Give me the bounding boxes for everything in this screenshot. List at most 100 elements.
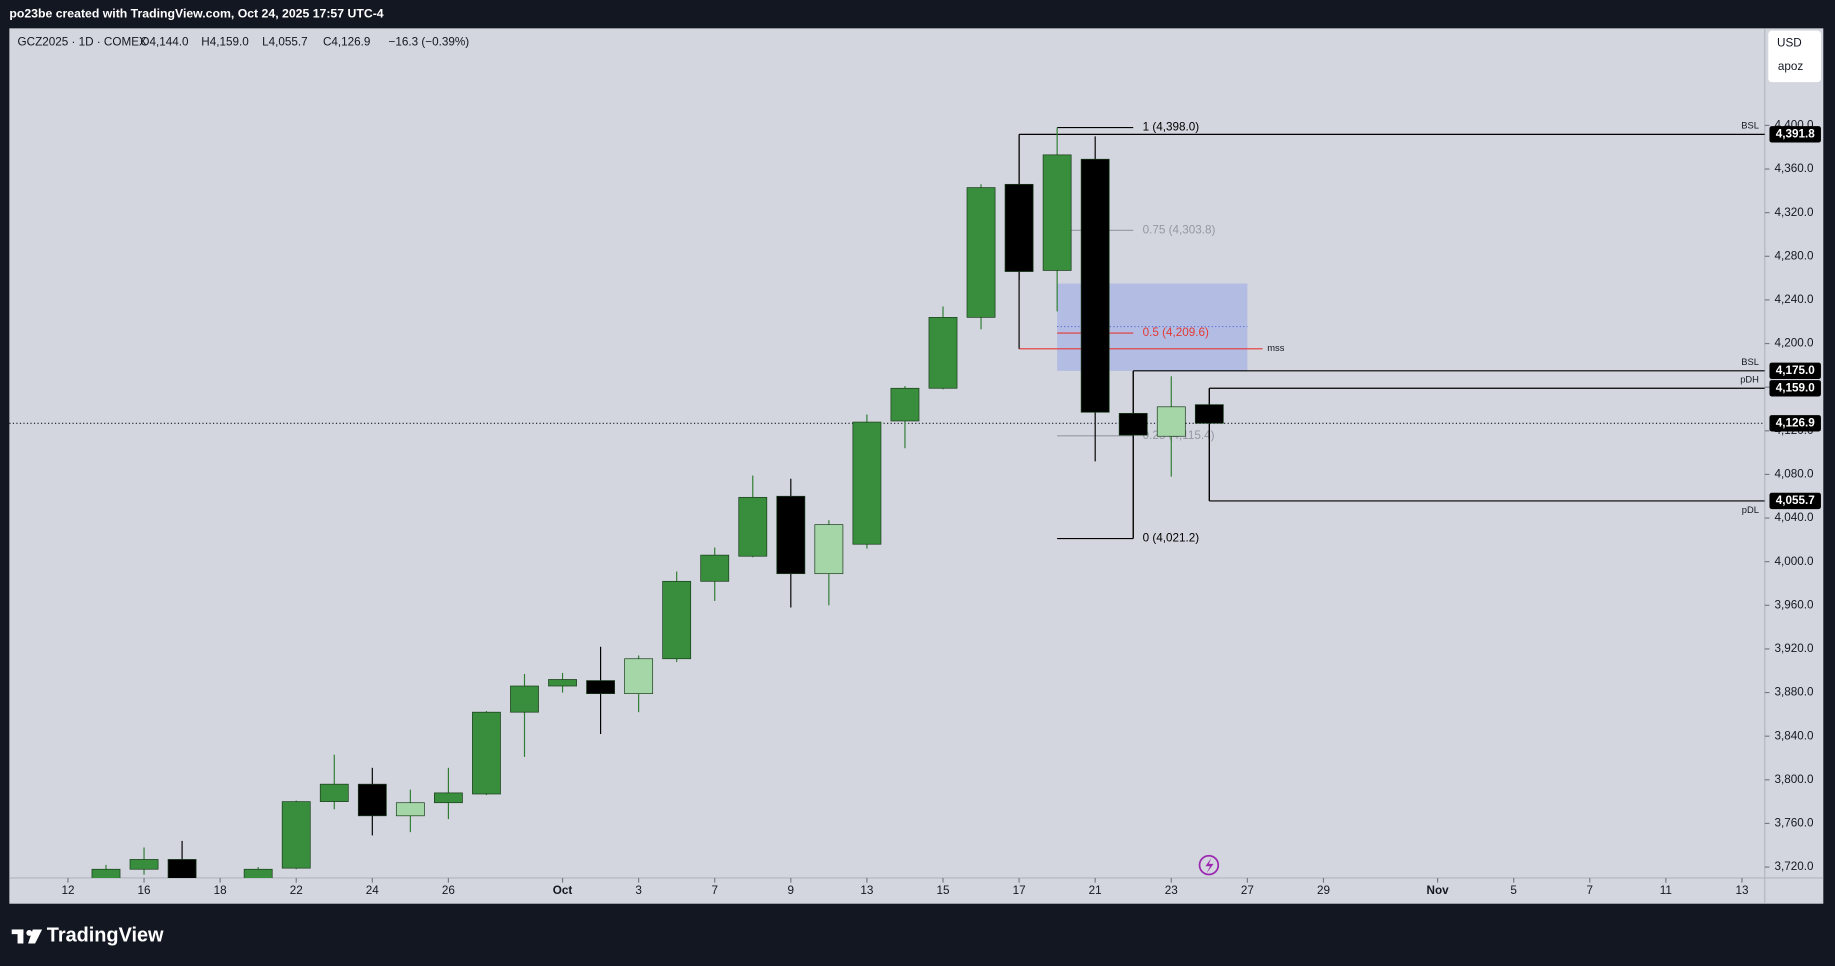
x-tick-label: 18: [214, 884, 227, 897]
candle-body: [1042, 154, 1072, 271]
scale-box[interactable]: [1768, 30, 1821, 83]
candle-body: [1080, 158, 1110, 413]
price-box: [1769, 415, 1821, 432]
x-tick-label: 3: [635, 884, 642, 897]
logo: TradingView: [11, 925, 164, 947]
candle-body: [357, 783, 387, 817]
level-label: BSL: [1741, 357, 1759, 367]
level-label: pDL: [1742, 505, 1759, 515]
brand: TradingView: [47, 925, 164, 947]
candle-body: [738, 496, 768, 557]
candle-body: [852, 421, 882, 545]
candle-body: [700, 554, 730, 582]
plot: 1 (4,398.0)0.75 (4,303.8)0.5 (4,209.6)0.…: [9, 121, 1765, 878]
price-box-label: 4,175.0: [1776, 364, 1815, 377]
y-tick-label: 4,040.0: [1775, 511, 1814, 524]
candle-body: [624, 658, 654, 694]
x-tick-label: 21: [1089, 884, 1102, 897]
price-box: [1769, 380, 1821, 397]
x-tick-label: 7: [711, 884, 718, 897]
candle-body: [928, 317, 958, 389]
candle-body: [1194, 404, 1224, 424]
fib-label: 0 (4,021.2): [1143, 532, 1200, 545]
legend-value: C4,126.9: [323, 35, 370, 48]
legend-ohlc: O4,144.0 H4,159.0 L4,055.7 C4,126.9 −16.3 (−…: [140, 35, 469, 48]
logo-mark: [17, 929, 24, 944]
x-tick-label: 27: [1241, 884, 1254, 897]
level-label: pDH: [1740, 375, 1759, 385]
y-tick-label: 4,000.0: [1775, 555, 1814, 568]
alert-icon[interactable]: [1198, 854, 1220, 876]
y-tick-label: 3,760.0: [1775, 817, 1814, 830]
axes: 3,720.0 3,760.0 3,800.0 3,840.0 3,880.0 3,920…: [61, 119, 1821, 897]
logo-mark: [26, 930, 33, 936]
candle-body: [586, 680, 615, 694]
level-label: BSL: [1741, 121, 1759, 131]
logo-mark: [28, 929, 43, 944]
candle-body: [129, 859, 159, 870]
x-tick-label: 16: [138, 884, 151, 897]
fib-label: 1 (4,398.0): [1143, 121, 1200, 134]
x-tick-label: 7: [1587, 884, 1594, 897]
candle-body: [243, 868, 273, 878]
x-tick-label: 13: [1735, 884, 1748, 897]
x-tick-label: 23: [1165, 884, 1178, 897]
candle-body: [434, 792, 463, 804]
x-tick-label: 12: [61, 884, 74, 897]
x-tick-label: 13: [860, 884, 873, 897]
price-box-label: 4,126.9: [1776, 416, 1815, 429]
candle-body: [776, 495, 806, 575]
fib-label: 0.75 (4,303.8): [1143, 223, 1216, 236]
candle-body: [472, 711, 501, 795]
scale-label[interactable]: apoz: [1778, 60, 1804, 73]
y-tick-label: 4,280.0: [1775, 249, 1814, 262]
candle-body: [1004, 183, 1034, 272]
x-tick-label: 9: [788, 884, 795, 897]
candle-body: [91, 868, 121, 878]
legend-symbol: GCZ2025 · 1D · COMEX: [18, 35, 147, 48]
y-tick-label: 3,960.0: [1775, 598, 1814, 611]
candle-body: [662, 580, 692, 660]
candle-body: [281, 801, 311, 869]
price-box-label: 4,159.0: [1776, 381, 1815, 394]
candle-body: [1118, 412, 1148, 436]
chart-background: [9, 28, 1824, 904]
candle-body: [510, 685, 539, 713]
x-tick-label: 17: [1013, 884, 1026, 897]
candle-body: [966, 187, 996, 318]
x-tick-label: 29: [1317, 884, 1330, 897]
y-tick-label: 3,800.0: [1775, 773, 1814, 786]
y-tick-label: 4,200.0: [1775, 337, 1814, 350]
x-tick-label: 22: [290, 884, 303, 897]
x-tick-label: Oct: [553, 884, 573, 897]
candle-body: [319, 783, 349, 802]
legend-value: L4,055.7: [262, 35, 308, 48]
price-box: [1769, 362, 1821, 380]
x-tick-label: 11: [1660, 884, 1672, 897]
legend-change: −16.3 (−0.39%): [389, 35, 470, 48]
price-box-label: 4,391.8: [1776, 127, 1815, 140]
y-tick-label: 4,360.0: [1775, 162, 1814, 175]
x-tick-label: 5: [1510, 884, 1517, 897]
candle-body: [1156, 406, 1186, 437]
candle-body: [814, 524, 844, 575]
legend-value: O4,144.0: [140, 35, 189, 48]
candle-body: [395, 802, 425, 817]
x-tick-label: 24: [366, 884, 380, 897]
mss-label: mss: [1267, 343, 1284, 353]
alert-bolt: [1205, 858, 1214, 874]
y-tick-label: 4,240.0: [1775, 293, 1814, 306]
candle-body: [890, 387, 920, 422]
price-box-label: 4,055.7: [1776, 494, 1815, 507]
y-tick-label: 4,320.0: [1775, 206, 1814, 219]
currency[interactable]: USD: [1777, 37, 1802, 50]
price-box: [1769, 492, 1821, 510]
x-tick-label: 26: [442, 884, 455, 897]
x-tick-label: 15: [936, 884, 950, 897]
y-tick-label: 4,080.0: [1775, 468, 1814, 481]
candle-body: [548, 679, 577, 687]
y-tick-label: 3,720.0: [1775, 860, 1814, 873]
credit: po23be created with TradingView.com, Oct…: [9, 7, 383, 21]
